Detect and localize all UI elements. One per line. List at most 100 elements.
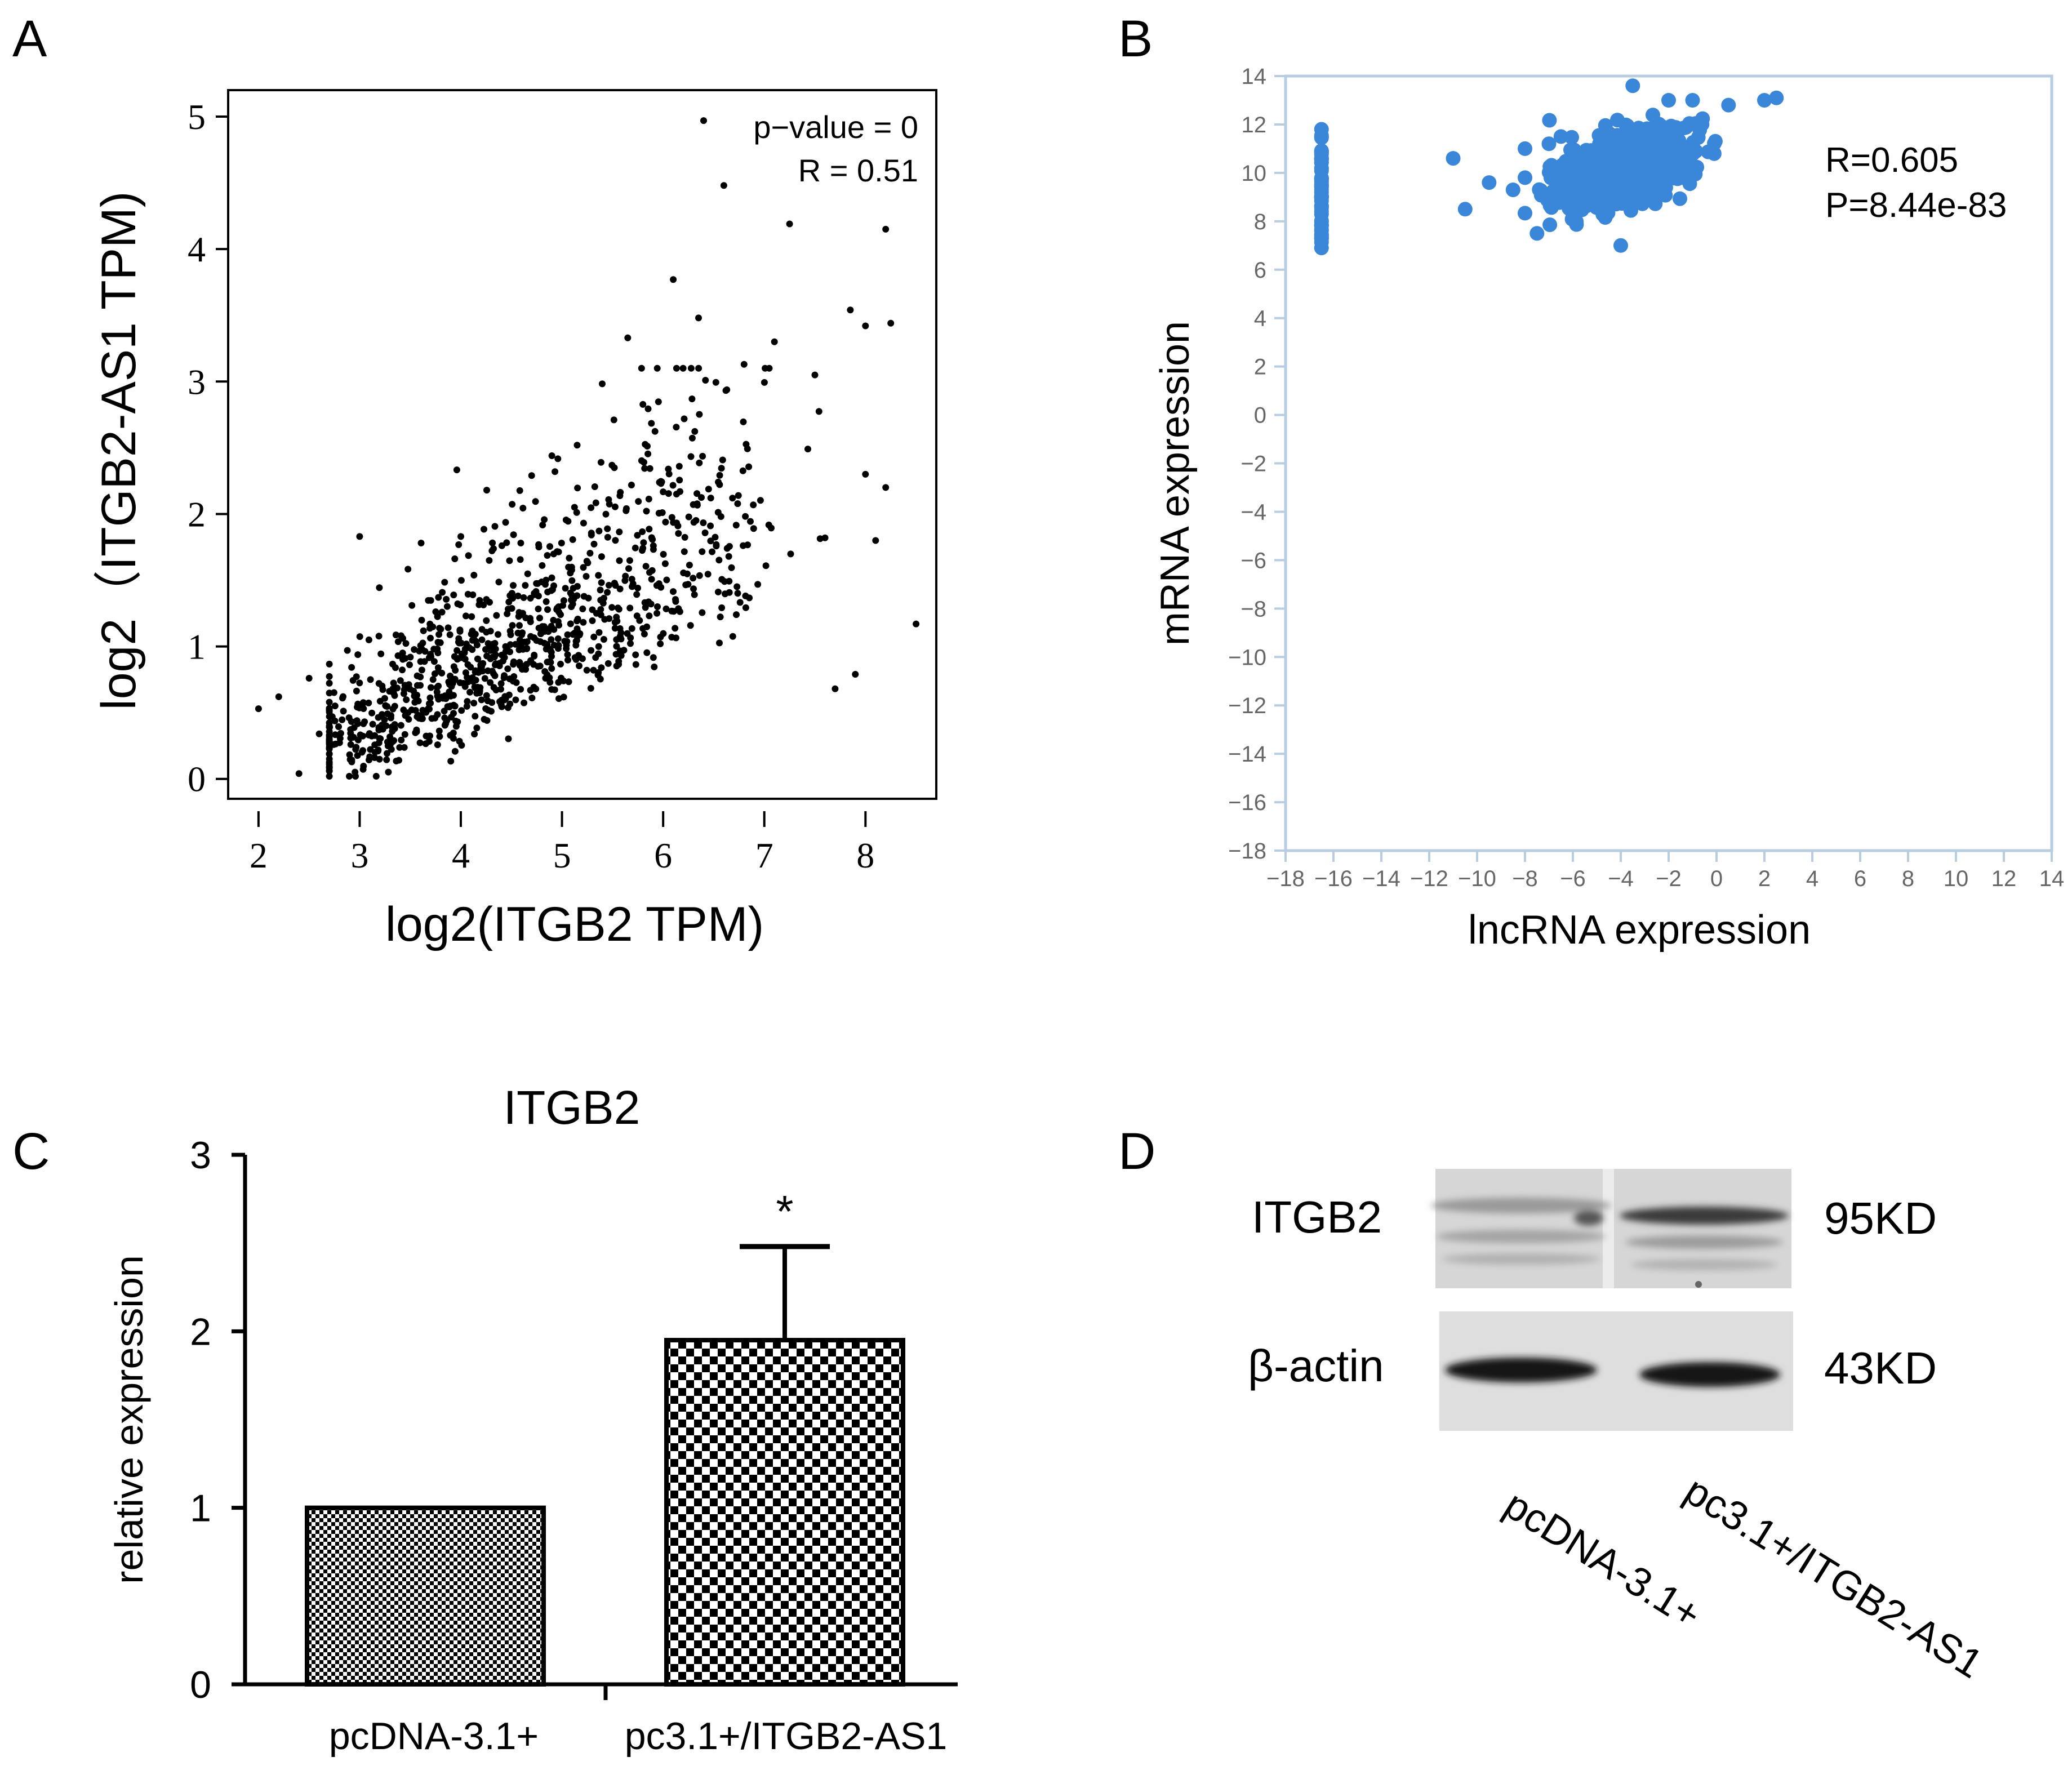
panel-a-point: [435, 727, 443, 735]
panel-a-point: [369, 720, 376, 728]
panel-a-point: [568, 603, 575, 611]
panel-a-point: [453, 656, 461, 663]
panel-a-point: [491, 672, 499, 679]
panel-a-point: [417, 642, 424, 649]
panel-a-point: [668, 514, 675, 521]
panel-a-point: [429, 676, 437, 683]
panel-a-point: [326, 673, 333, 680]
panel-a-y-tick-label: 0: [188, 759, 206, 799]
panel-a-point: [852, 671, 859, 678]
panel-a-point: [624, 334, 632, 341]
panel-a-point: [418, 666, 425, 674]
panel-a-point: [385, 768, 392, 776]
panel-a-point: [516, 487, 523, 494]
panel-a-point: [550, 617, 557, 624]
panel-a-point: [402, 712, 409, 719]
panel-a-point: [472, 667, 479, 674]
panel-a-point: [673, 634, 679, 642]
panel-b-point: [1582, 145, 1597, 161]
panel-a-point: [714, 588, 722, 595]
panel-a-point: [416, 647, 423, 655]
panel-a-point: [544, 644, 552, 652]
panel-b-x-tick-label: 10: [1944, 866, 1969, 891]
panel-a-point: [473, 724, 481, 732]
panel-a-point: [595, 572, 602, 579]
panel-a-point: [545, 658, 553, 665]
panel-b-point: [1613, 238, 1628, 253]
panel-a-point: [700, 117, 707, 124]
panel-a-point: [469, 674, 476, 681]
panel-b-x-tick-label: −18: [1266, 866, 1305, 891]
panel-a-point: [295, 770, 303, 777]
panel-a-point: [707, 495, 714, 502]
panel-a-point: [402, 655, 409, 662]
panel-a-point: [275, 693, 282, 700]
panel-a-point: [644, 450, 652, 457]
panel-c-category-label-itgb2-as1: pc3.1+/ITGB2-AS1: [625, 1715, 948, 1758]
panel-a-point: [699, 609, 706, 616]
panel-a-point: [444, 624, 452, 631]
panel-a-point: [450, 701, 457, 709]
panel-a-point: [539, 522, 546, 528]
panel-a-point: [498, 703, 505, 710]
panel-a-point: [583, 573, 590, 580]
panel-c-bar-pcdna: [305, 1505, 546, 1687]
panel-a-point: [821, 534, 829, 541]
panel-a-point: [532, 498, 539, 505]
panel-a-point: [546, 543, 553, 550]
panel-a-point: [713, 541, 720, 548]
panel-a-point: [675, 462, 683, 470]
panel-b-y-tick-label: −16: [1228, 790, 1266, 815]
panel-a-point: [573, 509, 580, 516]
panel-b-y-axis: −18 −16 −14 −12 −10 −8 −6 −4 −2 0 2 4 6 8 10 12 14: [1228, 64, 1286, 864]
panel-c-y-tick-label: 2: [190, 1310, 211, 1353]
panel-a-point: [519, 646, 527, 653]
panel-a-point: [383, 756, 390, 763]
panel-a-point: [742, 441, 750, 448]
panel-a-point: [718, 465, 725, 472]
panel-b-annotation-p: P=8.44e-83: [1825, 186, 2007, 225]
panel-c-y-ticks: 0 1 2 3: [190, 1134, 245, 1706]
panel-a-point: [604, 525, 611, 532]
panel-a-point: [539, 562, 546, 569]
panel-b-x-tick-label: −4: [1608, 866, 1634, 891]
panel-b-y-tick-label: −10: [1228, 645, 1266, 670]
panel-a-point: [588, 531, 595, 539]
panel-a-point: [478, 636, 486, 643]
panel-a-point: [426, 700, 433, 708]
panel-a-point: [672, 596, 679, 603]
panel-a-point: [396, 744, 403, 751]
panel-a-point: [486, 599, 493, 606]
panel-a-point: [690, 585, 697, 593]
panel-a-point: [687, 364, 695, 372]
panel-a-point: [464, 661, 472, 668]
panel-a-point: [690, 575, 697, 582]
panel-a-point: [443, 717, 451, 724]
panel-a-point: [447, 758, 455, 765]
panel-b-x-tick-label: −8: [1512, 866, 1538, 891]
panel-c-y-label: relative expression: [107, 1255, 151, 1584]
panel-a-point: [588, 504, 595, 511]
panel-a-point: [510, 661, 517, 668]
panel-a-point: [564, 518, 572, 525]
panel-a-point: [882, 484, 890, 491]
panel-a-point: [740, 361, 748, 368]
panel-b-letter: B: [1118, 10, 1153, 68]
panel-b-point: [1685, 93, 1700, 108]
panel-a-point: [456, 737, 463, 745]
panel-a-point: [427, 597, 434, 604]
panel-a-point: [505, 735, 512, 742]
panel-a-point: [709, 548, 715, 555]
panel-a-point: [359, 732, 366, 740]
panel-a-point: [665, 470, 673, 478]
panel-b-point: [1568, 162, 1584, 176]
panel-a-point: [516, 662, 523, 669]
panel-a-point: [411, 699, 419, 706]
panel-b-point: [1314, 193, 1329, 208]
panel-a-point: [583, 666, 590, 674]
panel-c-y-tick-label: 0: [190, 1663, 211, 1706]
panel-a-point: [548, 636, 555, 643]
panel-a-point: [686, 562, 693, 569]
panel-b-point: [1569, 215, 1584, 230]
